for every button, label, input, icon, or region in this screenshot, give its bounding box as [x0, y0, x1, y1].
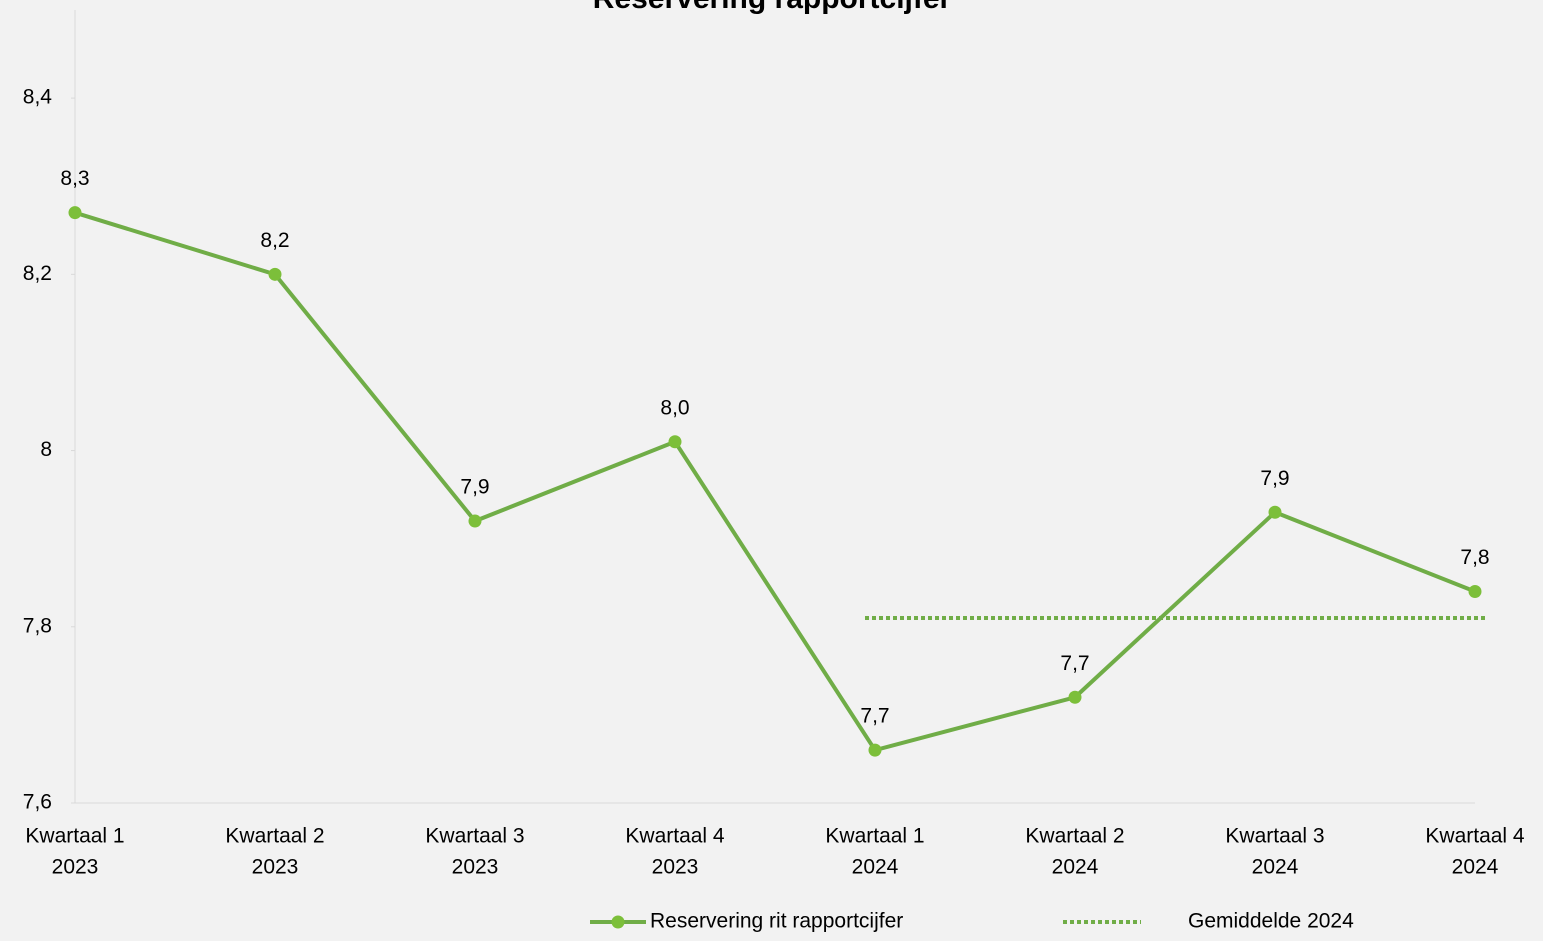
x-tick-label: Kwartaal 3 — [1225, 825, 1324, 848]
point — [668, 435, 682, 449]
x-tick-label: 2024 — [1052, 856, 1099, 879]
data-label: 7,7 — [860, 705, 889, 728]
x-tick-label: 2023 — [52, 856, 99, 879]
point — [1468, 585, 1482, 599]
point — [468, 514, 482, 528]
x-tick-label: Kwartaal 4 — [625, 825, 725, 848]
x-tick-label: Kwartaal 1 — [825, 825, 924, 848]
x-tick-label: Kwartaal 2 — [225, 825, 324, 848]
series-line — [74, 210, 1476, 753]
point — [68, 206, 82, 220]
point — [268, 267, 282, 281]
y-tick-label: 8 — [40, 438, 52, 461]
point — [1068, 690, 1082, 704]
data-label: 8,2 — [260, 229, 289, 252]
point — [1268, 505, 1282, 519]
y-tick-label: 7,8 — [23, 614, 52, 637]
x-tick-label: Kwartaal 1 — [25, 825, 124, 848]
x-tick-label: 2023 — [452, 856, 499, 879]
x-tick-label: 2024 — [1452, 856, 1499, 879]
legend-marker — [611, 915, 625, 929]
y-tick-label: 7,6 — [23, 791, 52, 814]
chart-title: Reservering rapportcijfer — [593, 0, 952, 15]
data-label: 7,9 — [1260, 467, 1289, 490]
x-tick-label: Kwartaal 2 — [1025, 825, 1124, 848]
x-tick-label: Kwartaal 3 — [425, 825, 524, 848]
x-tick-label: 2023 — [252, 856, 299, 879]
x-tick-label: 2024 — [852, 856, 899, 879]
x-tick-label: 2023 — [652, 856, 699, 879]
data-label: 7,8 — [1460, 546, 1489, 569]
data-label: 8,0 — [660, 396, 689, 419]
point — [868, 743, 882, 757]
x-tick-label: 2024 — [1252, 856, 1299, 879]
x-tick-label: Kwartaal 4 — [1425, 825, 1525, 848]
y-tick-label: 8,2 — [23, 262, 52, 285]
data-label: 7,9 — [460, 476, 489, 499]
data-label: 8,3 — [60, 167, 89, 190]
data-label: 7,7 — [1060, 652, 1089, 675]
legend-label: Reservering rit rapportcijfer — [650, 910, 903, 933]
legend-label: Gemiddelde 2024 — [1188, 910, 1354, 933]
y-tick-label: 8,4 — [23, 86, 53, 109]
